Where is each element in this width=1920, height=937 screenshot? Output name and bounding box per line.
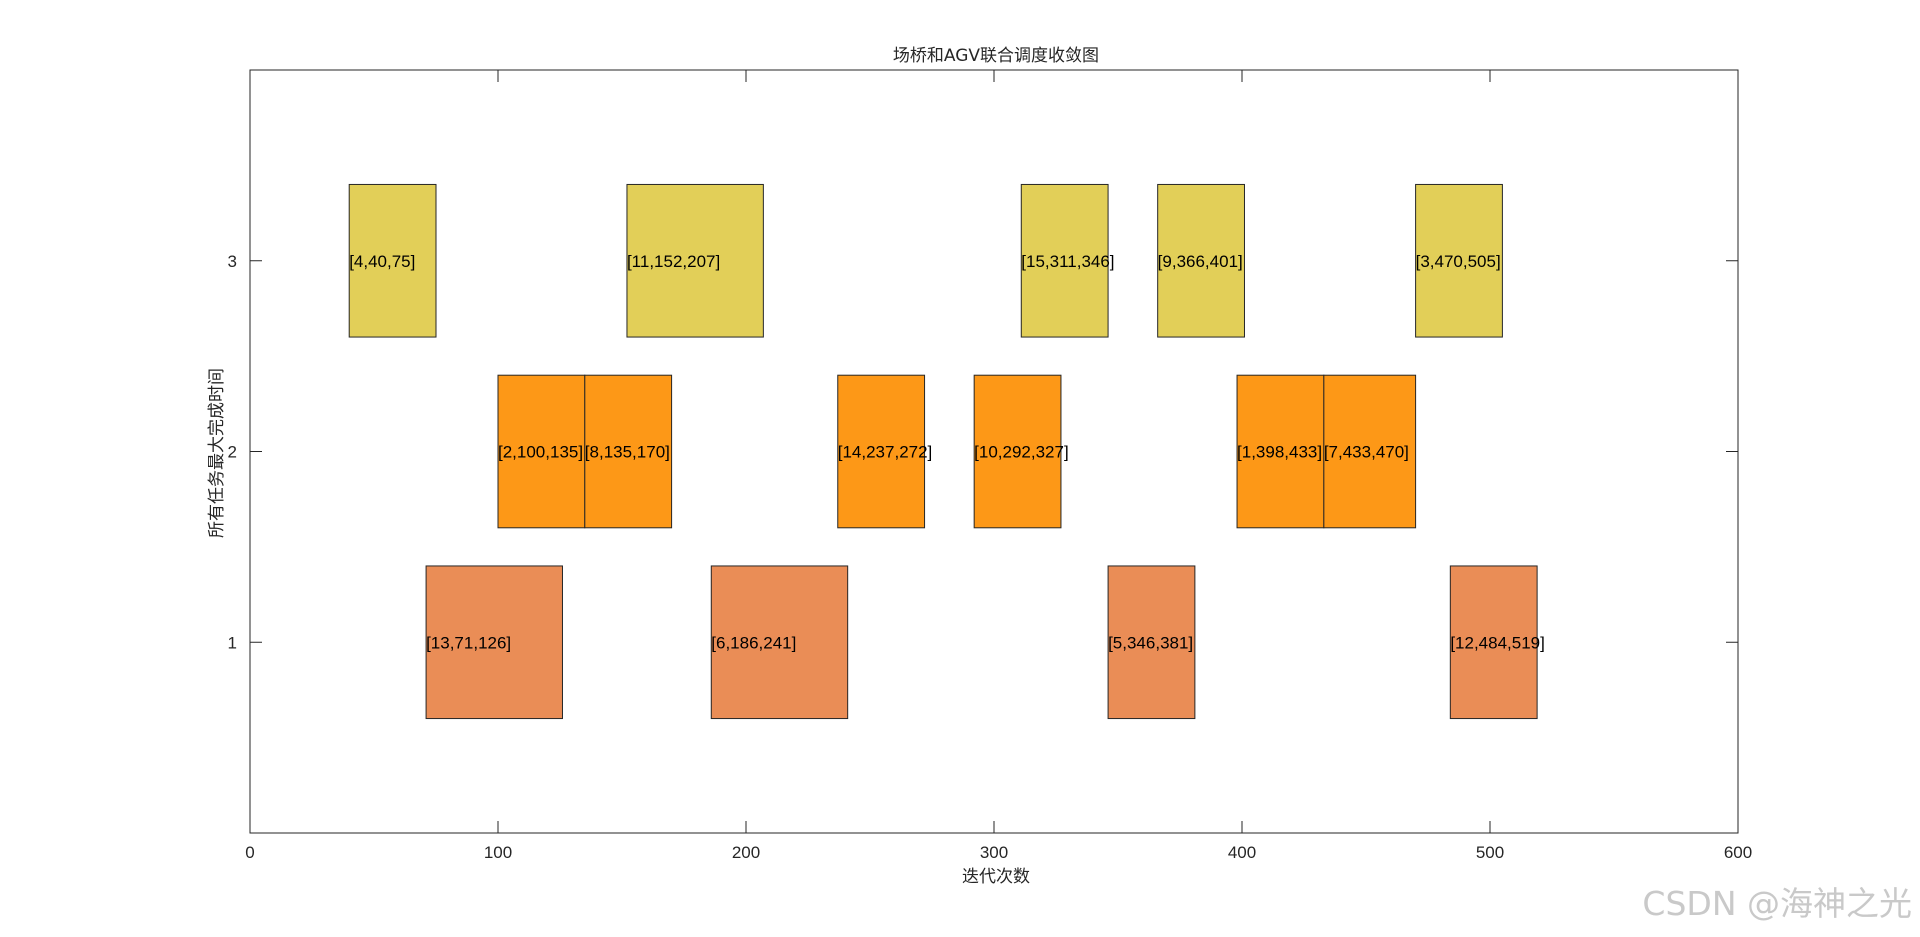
task-bar-10 [1236,374,1325,529]
x-tick-label-100: 100 [484,843,512,862]
x-tick-label-300: 300 [980,843,1008,862]
task-bar-13 [710,565,849,720]
x-tick-label-600: 600 [1724,843,1752,862]
task-label-6: [2,100,135] [498,443,583,462]
task-label-14: [5,346,381] [1108,633,1193,652]
task-bar-5 [1415,183,1503,338]
task-label-7: [8,135,170] [585,443,670,462]
task-label-2: [11,152,207] [627,252,720,271]
y-tick-label-1: 1 [228,633,237,652]
task-bar-6 [497,374,586,529]
y-axis-label: 所有任务最大完成时间 [207,368,227,538]
y-tick-label-2: 2 [228,443,237,462]
task-label-12: [13,71,126] [426,633,511,652]
task-label-15: [12,484,519] [1450,633,1545,652]
chart-title: 场桥和AGV联合调度收敛图 [893,46,1099,66]
task-bar-12 [425,565,563,720]
y-tick-label-3: 3 [228,252,237,271]
task-bar-4 [1157,183,1245,338]
x-axis-label: 迭代次数 [962,867,1030,887]
task-label-4: [9,366,401] [1158,252,1243,271]
task-label-1: [4,40,75] [349,252,415,271]
task-label-13: [6,186,241] [711,633,796,652]
x-tick-label-500: 500 [1476,843,1504,862]
task-bar-11 [1323,374,1417,529]
plot-area: [4,40,75] [11,152,207] [15,311,346] [9,366,… [228,69,1752,862]
task-label-10: [1,398,433] [1237,443,1322,462]
task-bar-8 [837,374,926,529]
task-label-3: [15,311,346] [1021,252,1114,271]
task-bar-1 [348,183,437,338]
task-label-8: [14,237,272] [838,443,933,462]
task-bar-9 [973,374,1062,529]
x-tick-label-400: 400 [1228,843,1256,862]
task-label-5: [3,470,505] [1416,252,1501,271]
task-bar-15 [1449,565,1538,720]
task-bar-3 [1020,183,1109,338]
task-label-11: [7,433,470] [1324,443,1409,462]
task-bar-7 [584,374,673,529]
watermark-text: CSDN @海神之光 [1642,884,1912,923]
task-bar-14 [1107,565,1196,720]
task-label-9: [10,292,327] [974,443,1069,462]
x-tick-label-200: 200 [732,843,760,862]
task-bar-2 [626,183,764,338]
x-tick-label-0: 0 [245,843,254,862]
